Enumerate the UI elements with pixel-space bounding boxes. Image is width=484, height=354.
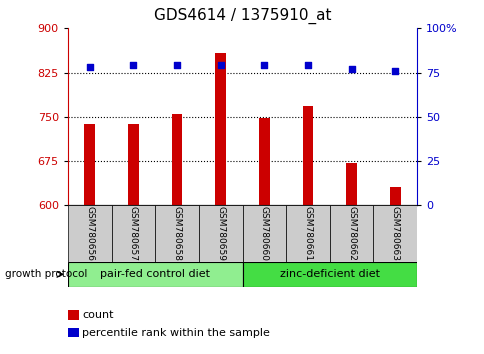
Bar (242, 262, 416, 287)
Bar (329, 205, 373, 262)
Bar (171, 114, 182, 205)
Bar (68, 262, 242, 287)
Point (260, 63, 268, 68)
Bar (373, 205, 416, 262)
Text: count: count (82, 310, 114, 320)
Bar (215, 53, 226, 205)
Bar (258, 118, 269, 205)
Bar (242, 205, 286, 262)
Bar (128, 125, 138, 205)
Text: GSM780663: GSM780663 (390, 206, 399, 261)
Text: growth protocol: growth protocol (5, 269, 87, 279)
Point (86, 64, 93, 70)
Bar (389, 187, 400, 205)
Point (303, 63, 311, 68)
Point (129, 63, 137, 68)
Title: GDS4614 / 1375910_at: GDS4614 / 1375910_at (153, 8, 331, 24)
Bar (302, 105, 313, 205)
Bar (111, 205, 155, 262)
Point (347, 66, 355, 72)
Text: percentile rank within the sample: percentile rank within the sample (82, 328, 270, 338)
Bar (286, 205, 329, 262)
Text: GSM780656: GSM780656 (85, 206, 94, 261)
Text: GSM780660: GSM780660 (259, 206, 268, 261)
Text: pair-fed control diet: pair-fed control diet (100, 269, 210, 279)
Point (391, 68, 398, 74)
Bar (346, 164, 356, 205)
Bar (68, 328, 78, 337)
Bar (68, 205, 111, 262)
Text: GSM780657: GSM780657 (129, 206, 137, 261)
Text: GSM780662: GSM780662 (347, 206, 355, 261)
Bar (84, 124, 95, 205)
Bar (68, 310, 78, 320)
Text: GSM780658: GSM780658 (172, 206, 181, 261)
Bar (198, 205, 242, 262)
Point (173, 63, 181, 68)
Bar (155, 205, 198, 262)
Point (216, 63, 224, 68)
Text: zinc-deficient diet: zinc-deficient diet (279, 269, 379, 279)
Text: GSM780661: GSM780661 (303, 206, 312, 261)
Text: GSM780659: GSM780659 (216, 206, 225, 261)
